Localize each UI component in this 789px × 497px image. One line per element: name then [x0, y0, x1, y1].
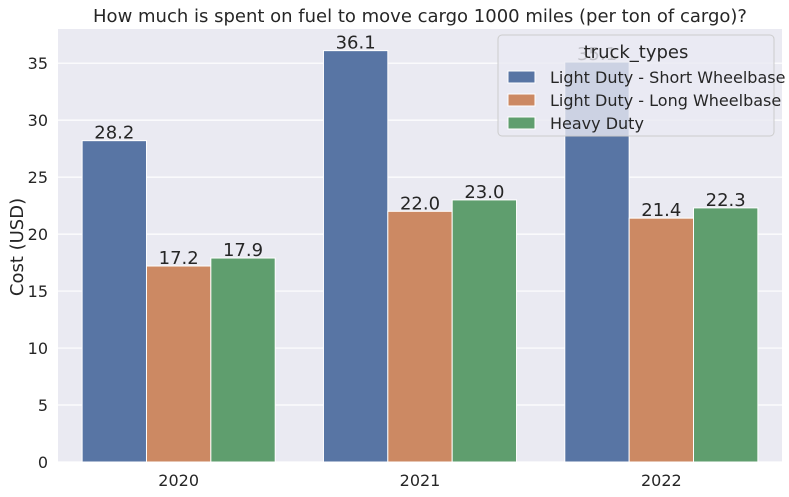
axes: 0 5 10 15 20 25 30 35 2020 2021 2022 [28, 54, 682, 490]
x-tick-label: 2020 [158, 471, 199, 490]
legend-swatch [507, 70, 536, 84]
legend-title: truck_types [584, 42, 689, 63]
bar [81, 140, 147, 463]
bar [693, 207, 759, 463]
data-label: 28.2 [94, 123, 134, 144]
bar [628, 217, 695, 463]
data-labels: 28.236.135.117.222.021.417.923.022.3 [94, 33, 745, 269]
y-tick-label: 30 [28, 111, 48, 130]
legend-label: Light Duty - Long Wheelbase [550, 91, 781, 110]
y-tick-label: 0 [38, 453, 48, 472]
data-label: 22.3 [706, 190, 746, 211]
data-label: 22.0 [400, 193, 440, 214]
y-axis-label: Cost (USD) [7, 198, 28, 296]
bar [322, 50, 389, 463]
y-tick-label: 35 [28, 54, 48, 73]
data-label: 17.9 [223, 240, 263, 261]
data-label: 36.1 [336, 33, 376, 54]
y-tick-label: 10 [28, 339, 48, 358]
bar [145, 265, 212, 463]
y-tick-label: 15 [28, 282, 48, 301]
y-tick-label: 5 [38, 396, 48, 415]
legend-box [497, 34, 775, 137]
x-tick-label: 2021 [400, 471, 441, 490]
legend-swatch [507, 116, 536, 130]
y-tick-label: 25 [28, 168, 48, 187]
legend-label: Heavy Duty [550, 114, 644, 133]
data-label: 23.0 [464, 182, 504, 203]
bar [210, 257, 276, 463]
y-tick-label: 20 [28, 225, 48, 244]
bar [387, 210, 453, 463]
legend: truck_types Light Duty - Short Wheelbase L… [497, 34, 785, 137]
bar [451, 199, 518, 463]
x-tick-label: 2022 [641, 471, 682, 490]
legend-label: Light Duty - Short Wheelbase [550, 68, 785, 87]
bars [81, 50, 759, 463]
legend-swatch [507, 93, 536, 107]
chart-title: How much is spent on fuel to move cargo … [93, 6, 747, 27]
data-label: 21.4 [641, 200, 681, 221]
data-label: 17.2 [159, 248, 199, 269]
